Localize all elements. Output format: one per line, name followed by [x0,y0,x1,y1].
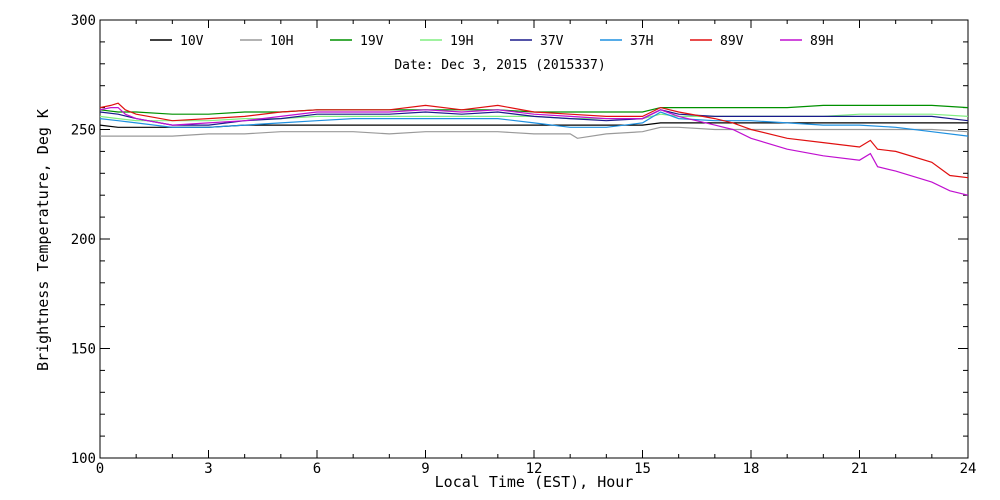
x-tick-label: 18 [743,461,760,477]
x-axis-label: Local Time (EST), Hour [435,473,634,491]
series-line-37h [99,111,969,137]
legend-label: 10V [180,34,204,49]
legend-label: 37H [630,34,653,49]
y-tick-label: 200 [71,232,96,248]
legend-label: 19V [360,34,384,49]
y-tick-label: 300 [71,13,96,29]
x-tick-label: 6 [313,461,321,477]
chart-title: Date: Dec 3, 2015 (2015337) [394,58,605,73]
x-tick-label: 0 [96,461,104,477]
x-tick-label: 12 [526,461,543,477]
legend-label: 89H [810,34,833,49]
series-line-37v [99,109,969,126]
series-lines [99,102,969,196]
x-tick-label: 3 [204,461,212,477]
axis-ticks: 0 3 6 9 12 15 18 21 24 100 150 200 250 300 [71,13,977,477]
y-tick-label: 250 [71,123,96,139]
y-tick-label: 100 [71,451,96,467]
series-line-89v [99,102,969,179]
legend: 10V 10H 19V 19H 37V 37H 89V 89H [150,34,833,49]
legend-label: 19H [450,34,473,49]
y-axis-label: Brightness Temperature, Deg K [34,109,52,371]
legend-label: 89V [720,34,744,49]
legend-label: 10H [270,34,293,49]
legend-label: 37V [540,34,564,49]
x-tick-label: 9 [421,461,429,477]
series-line-10h [100,126,969,139]
x-tick-label: 24 [960,461,977,477]
series-line-89h [99,106,969,196]
x-tick-label: 21 [851,461,868,477]
x-tick-label: 15 [634,461,651,477]
plot-frame [99,19,969,459]
y-tick-label: 150 [71,342,96,358]
series-line-19v [99,104,969,115]
